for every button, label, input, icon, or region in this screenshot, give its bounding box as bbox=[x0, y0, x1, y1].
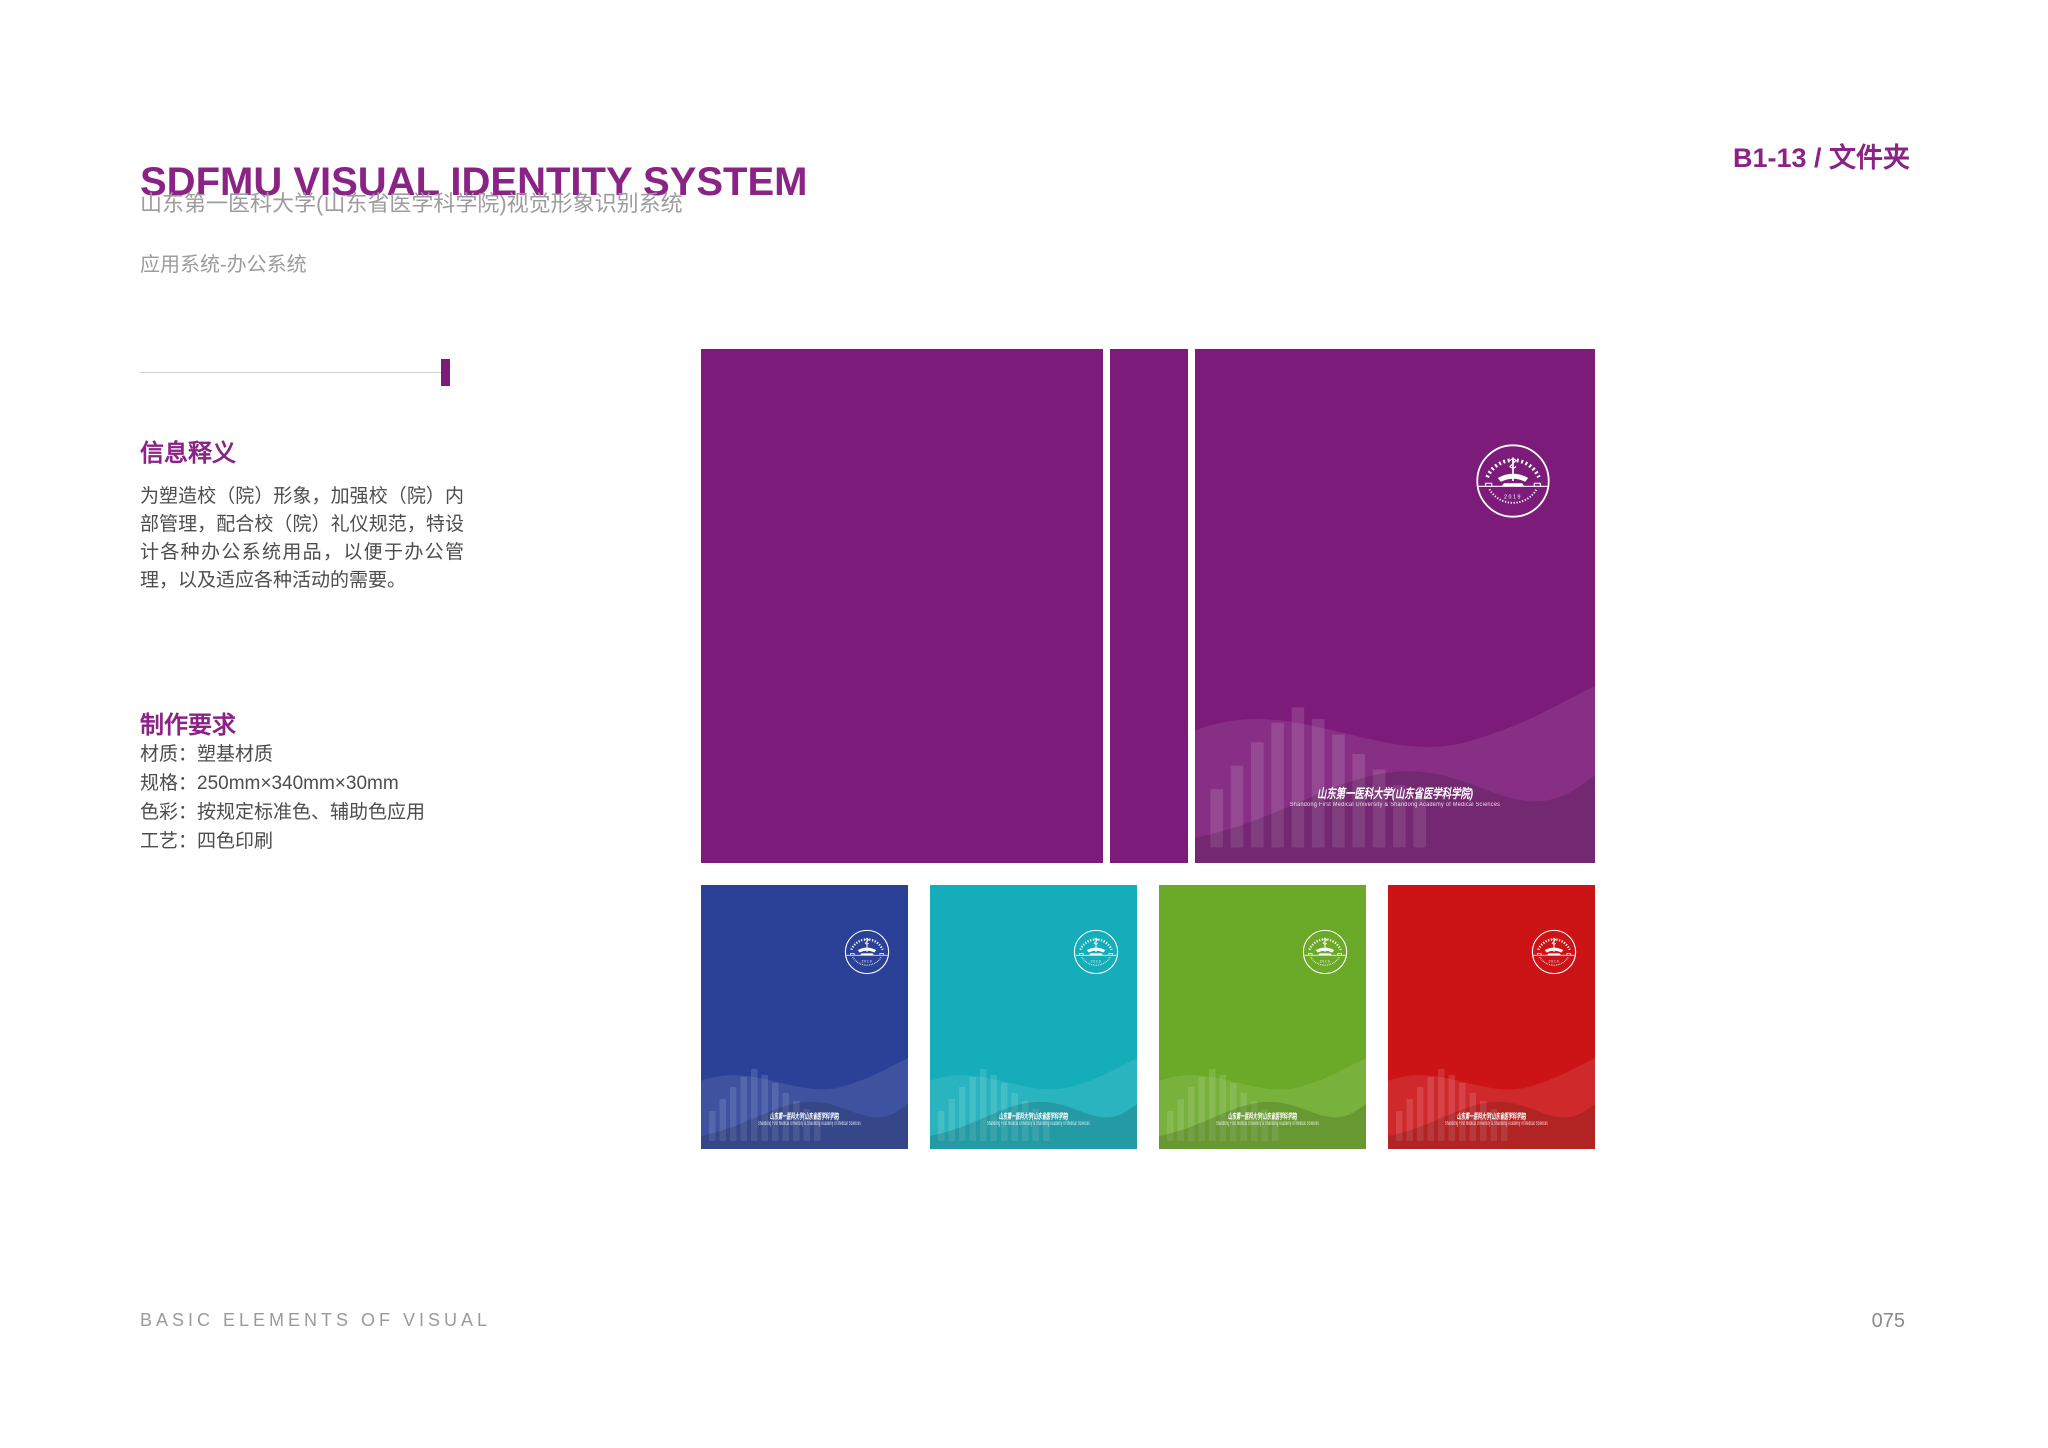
brand-script-text: 山东第一医科大学(山东省医学科学院) bbox=[1456, 1112, 1527, 1121]
folder-art bbox=[701, 885, 908, 1149]
brand-block: 山东第一医科大学(山东省医学科学院) Shandong First Medica… bbox=[701, 1111, 908, 1127]
brand-block: 山东第一医科大学(山东省医学科学院) Shandong First Medica… bbox=[1159, 1111, 1366, 1127]
brand-script-text: 山东第一医科大学(山东省医学科学院) bbox=[1227, 1112, 1298, 1121]
folder-art bbox=[930, 885, 1137, 1149]
page-subtitle: 山东第一医科大学(山东省医学科学院)视觉形象识别系统 bbox=[140, 191, 683, 216]
brand-english-text: Shandong First Medical University & Shan… bbox=[757, 1121, 861, 1127]
folder-back-panel bbox=[701, 349, 1103, 863]
info-heading: 信息释义 bbox=[140, 439, 236, 467]
folder-variant-cyan: 山东第一医科大学(山东省医学科学院) Shandong First Medica… bbox=[930, 885, 1137, 1149]
brand-english-text: Shandong First Medical University & Shan… bbox=[986, 1121, 1090, 1127]
brand-english-text: Shandong First Medical University & Shan… bbox=[1444, 1121, 1548, 1127]
brand-english-text: Shandong First Medical University & Shan… bbox=[1289, 802, 1501, 808]
university-seal-icon bbox=[1475, 443, 1551, 519]
spec-line-material: 材质：塑基材质 bbox=[140, 744, 274, 765]
folder-spine bbox=[1110, 349, 1188, 863]
brand-block: 山东第一医科大学(山东省医学科学院) Shandong First Medica… bbox=[1388, 1111, 1595, 1127]
folder-art bbox=[1388, 885, 1595, 1149]
university-seal-icon bbox=[844, 929, 890, 975]
section-label: 应用系统-办公系统 bbox=[140, 254, 307, 276]
brand-block: 山东第一医科大学(山东省医学科学院) Shandong First Medica… bbox=[1195, 783, 1595, 808]
brand-script-text: 山东第一医科大学(山东省医学科学院) bbox=[769, 1112, 840, 1121]
info-body: 为塑造校（院）形象，加强校（院）内部管理，配合校（院）礼仪规范，特设计各种办公系… bbox=[140, 486, 464, 591]
rule-accent-tick bbox=[441, 359, 450, 386]
page-code: B1-13 / 文件夹 bbox=[1732, 143, 1910, 173]
spec-list: 材质：塑基材质 规格：250mm×340mm×30mm 色彩：按规定标准色、辅助… bbox=[140, 740, 425, 856]
university-seal-icon bbox=[1531, 929, 1577, 975]
folder-variant-green: 山东第一医科大学(山东省医学科学院) Shandong First Medica… bbox=[1159, 885, 1366, 1149]
production-heading: 制作要求 bbox=[140, 711, 236, 739]
university-seal-icon bbox=[1302, 929, 1348, 975]
section-rule bbox=[140, 372, 441, 373]
brand-english-text: Shandong First Medical University & Shan… bbox=[1215, 1121, 1319, 1127]
footer-label: BASIC ELEMENTS OF VISUAL bbox=[140, 1310, 492, 1330]
spec-line-color: 色彩：按规定标准色、辅助色应用 bbox=[140, 802, 426, 823]
folder-art bbox=[1159, 885, 1366, 1149]
brand-script-text: 山东第一医科大学(山东省医学科学院) bbox=[1316, 786, 1473, 801]
spec-line-size: 规格：250mm×340mm×30mm bbox=[140, 773, 399, 794]
university-seal-icon bbox=[1073, 929, 1119, 975]
brand-block: 山东第一医科大学(山东省医学科学院) Shandong First Medica… bbox=[930, 1111, 1137, 1127]
page-number: 075 bbox=[1871, 1310, 1905, 1332]
folder-variant-blue: 山东第一医科大学(山东省医学科学院) Shandong First Medica… bbox=[701, 885, 908, 1149]
spec-line-process: 工艺：四色印刷 bbox=[140, 831, 274, 852]
brand-script-text: 山东第一医科大学(山东省医学科学院) bbox=[998, 1112, 1069, 1121]
folder-front-panel: 山东第一医科大学(山东省医学科学院) Shandong First Medica… bbox=[1195, 349, 1595, 863]
folder-variant-red: 山东第一医科大学(山东省医学科学院) Shandong First Medica… bbox=[1388, 885, 1595, 1149]
page-title: SDFMU VISUAL IDENTITY SYSTEM bbox=[140, 159, 808, 204]
